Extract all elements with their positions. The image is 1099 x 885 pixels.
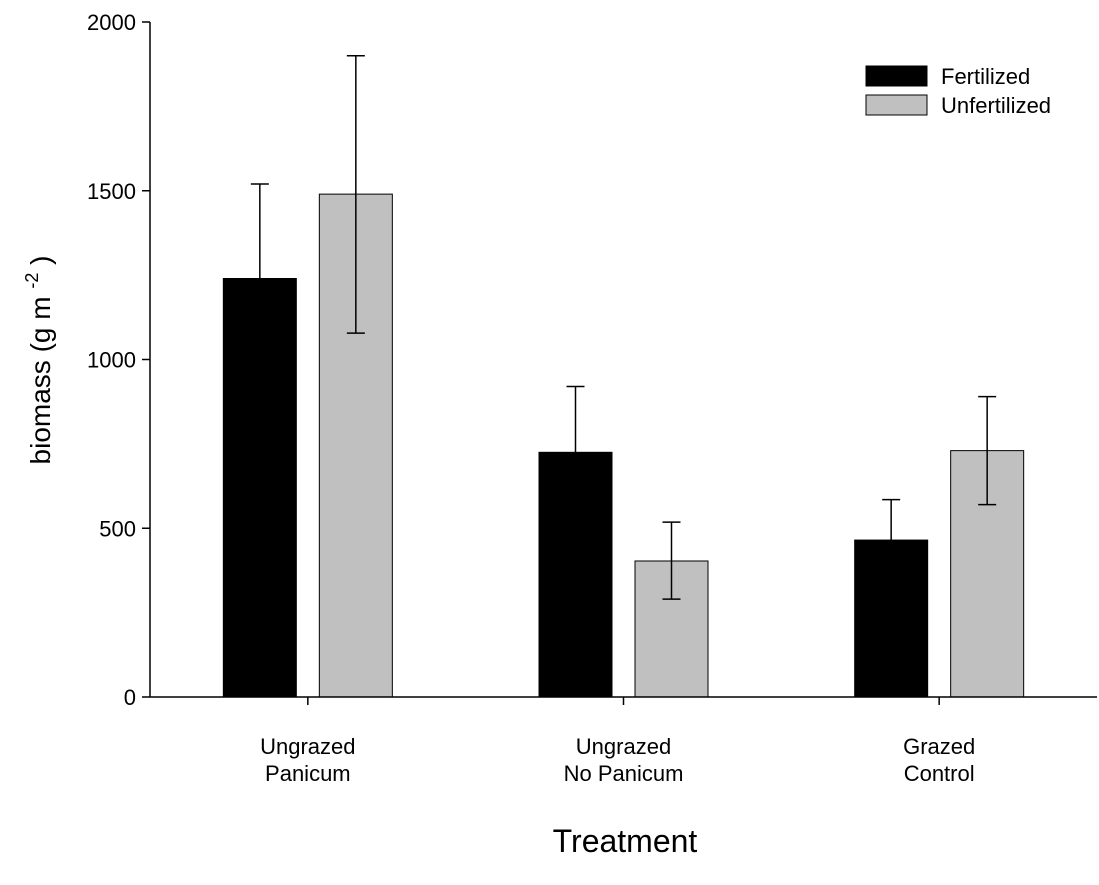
- y-tick-label: 2000: [87, 10, 136, 35]
- x-axis-title: Treatment: [553, 823, 698, 859]
- bars-layer: [222, 193, 1025, 698]
- x-tick-label: Grazed: [903, 734, 975, 759]
- y-tick-label: 500: [99, 516, 136, 541]
- x-tick-label: No Panicum: [564, 761, 684, 786]
- bar-fertilized: [538, 451, 613, 698]
- legend-swatch-fertilized: [865, 65, 928, 87]
- x-tick-label: Ungrazed: [576, 734, 671, 759]
- y-axis-title: biomass (g m -2 ): [13, 256, 56, 465]
- error-bars-layer: [250, 55, 997, 600]
- y-ticks-layer: 0 500 1000 1500 2000: [87, 10, 150, 710]
- y-axis-title-close: ): [25, 256, 56, 265]
- y-tick-label: 0: [124, 685, 136, 710]
- legend-swatch-unfertilized: [865, 94, 928, 116]
- legend-label-unfertilized: Unfertilized: [941, 93, 1051, 118]
- y-tick-label: 1500: [87, 179, 136, 204]
- y-axis-title-superscript: -2: [22, 273, 42, 289]
- y-tick-label: 1000: [87, 348, 136, 373]
- x-tick-label: Ungrazed: [260, 734, 355, 759]
- bar-fertilized: [854, 539, 929, 698]
- legend-label-fertilized: Fertilized: [941, 64, 1030, 89]
- x-tick-label: Panicum: [265, 761, 351, 786]
- y-axis-title-main: biomass (g m: [25, 296, 56, 464]
- legend: Fertilized Unfertilized: [865, 64, 1051, 118]
- x-tick-label: Control: [904, 761, 975, 786]
- bar-fertilized: [222, 278, 297, 698]
